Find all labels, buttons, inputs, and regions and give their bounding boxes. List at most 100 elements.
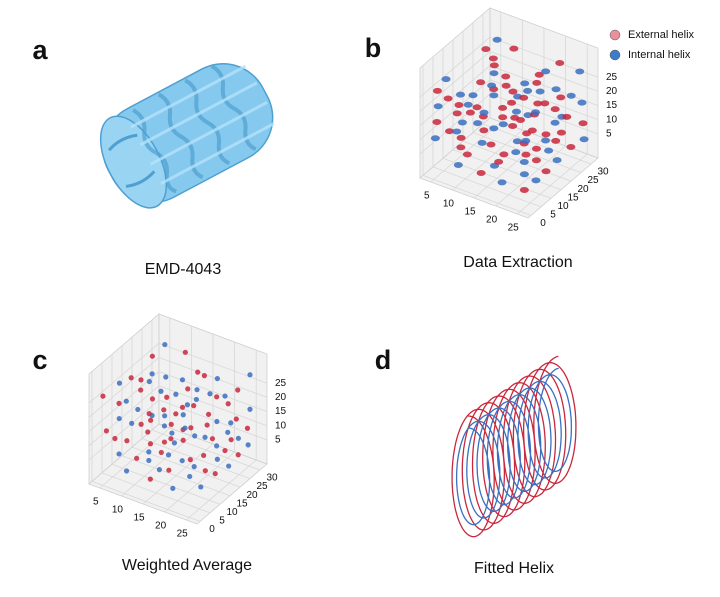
point: [463, 101, 473, 108]
point: [443, 95, 453, 102]
z-tick-label: 5: [275, 435, 281, 446]
point: [149, 396, 156, 402]
point: [550, 106, 560, 113]
panel-letter: c: [32, 345, 47, 375]
point: [179, 458, 185, 464]
point: [112, 435, 118, 442]
point: [163, 374, 169, 380]
point: [452, 128, 462, 135]
grid-line: [141, 438, 251, 479]
point: [519, 171, 529, 178]
point: [244, 425, 251, 431]
point: [182, 349, 188, 355]
point: [182, 425, 188, 431]
z-tick-label: 25: [275, 378, 287, 389]
grid-line: [462, 140, 572, 182]
point: [519, 94, 529, 101]
point: [212, 471, 218, 477]
point: [207, 391, 213, 397]
point: [222, 393, 228, 399]
grid-line: [121, 455, 231, 497]
point: [552, 157, 562, 164]
grid-line: [419, 79, 491, 141]
point: [173, 411, 179, 417]
point: [566, 92, 576, 99]
point: [551, 86, 561, 93]
z-tick-label: 15: [606, 100, 618, 111]
point: [519, 186, 529, 193]
x-tick-label: 10: [112, 505, 124, 516]
point: [512, 138, 522, 145]
x-tick-label: 5: [424, 191, 430, 202]
point: [477, 139, 487, 146]
grid-line: [422, 175, 532, 216]
point: [498, 121, 508, 128]
point: [171, 440, 178, 446]
point: [225, 429, 231, 435]
point: [123, 468, 130, 474]
point: [149, 371, 155, 377]
point: [511, 149, 521, 156]
grid-line: [495, 145, 566, 207]
legend-label: External helix: [628, 29, 695, 41]
point: [476, 79, 486, 86]
point: [116, 415, 122, 422]
point: [499, 151, 509, 158]
point: [228, 420, 234, 426]
point: [494, 158, 504, 165]
point: [455, 91, 465, 98]
z-tick-label: 25: [606, 72, 618, 83]
point: [205, 411, 212, 417]
point: [473, 120, 483, 127]
point: [577, 99, 587, 106]
point: [158, 388, 164, 394]
point: [498, 104, 508, 111]
grid-line: [489, 93, 599, 135]
point: [432, 118, 442, 125]
point: [201, 452, 207, 459]
grid-line: [88, 342, 160, 404]
point: [535, 88, 545, 95]
y-tick-label: 5: [550, 209, 556, 220]
point: [148, 417, 154, 423]
point: [575, 68, 585, 75]
panel-letter: b: [365, 33, 382, 63]
legend-marker: [609, 49, 621, 61]
point: [534, 71, 544, 78]
point: [116, 451, 122, 457]
point: [531, 177, 541, 184]
x-tick-label: 15: [133, 513, 145, 524]
point: [214, 418, 220, 425]
point: [454, 102, 464, 109]
point: [531, 109, 541, 116]
point: [169, 430, 175, 436]
x-tick-label: 5: [93, 497, 99, 508]
point: [149, 353, 155, 359]
point: [507, 99, 517, 106]
point: [161, 407, 167, 413]
point: [214, 443, 220, 449]
point: [476, 169, 486, 176]
point: [501, 82, 511, 89]
point: [245, 442, 251, 448]
point: [489, 70, 499, 77]
point: [164, 394, 170, 400]
point: [233, 416, 239, 422]
point: [138, 377, 144, 383]
point: [228, 437, 234, 443]
point: [520, 80, 530, 87]
grid-line: [489, 65, 599, 106]
point: [508, 88, 518, 95]
point: [214, 394, 220, 400]
point: [225, 401, 231, 407]
point: [180, 412, 186, 418]
x-tick-label: 20: [486, 215, 498, 226]
y-tick-label: 15: [236, 498, 248, 509]
z-tick-label: 10: [606, 114, 618, 125]
grid-line: [88, 357, 160, 418]
point: [489, 125, 499, 132]
y-tick-label: 25: [256, 481, 268, 492]
point: [226, 463, 232, 469]
point: [156, 467, 162, 473]
point: [556, 129, 566, 136]
